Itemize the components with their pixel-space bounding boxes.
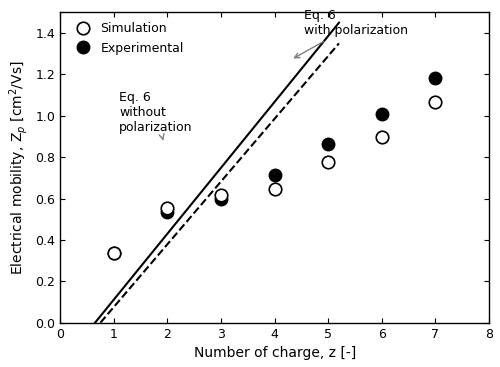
Text: Eq. 6
without
polarization: Eq. 6 without polarization xyxy=(119,91,192,140)
Experimental xyxy=(164,210,170,214)
Y-axis label: Electrical mobility, Z$_p$ [cm$^2$/Vs]: Electrical mobility, Z$_p$ [cm$^2$/Vs] xyxy=(7,60,30,275)
Line: Experimental: Experimental xyxy=(108,71,442,259)
Experimental xyxy=(272,172,278,177)
Experimental xyxy=(432,75,438,80)
Legend: Simulation, Experimental: Simulation, Experimental xyxy=(66,19,188,58)
Experimental xyxy=(111,251,117,255)
Experimental xyxy=(218,196,224,201)
Experimental xyxy=(326,142,332,146)
Experimental xyxy=(379,112,385,116)
X-axis label: Number of charge, z [-]: Number of charge, z [-] xyxy=(194,346,356,360)
Text: Eq. 6
with polarization: Eq. 6 with polarization xyxy=(294,9,408,58)
